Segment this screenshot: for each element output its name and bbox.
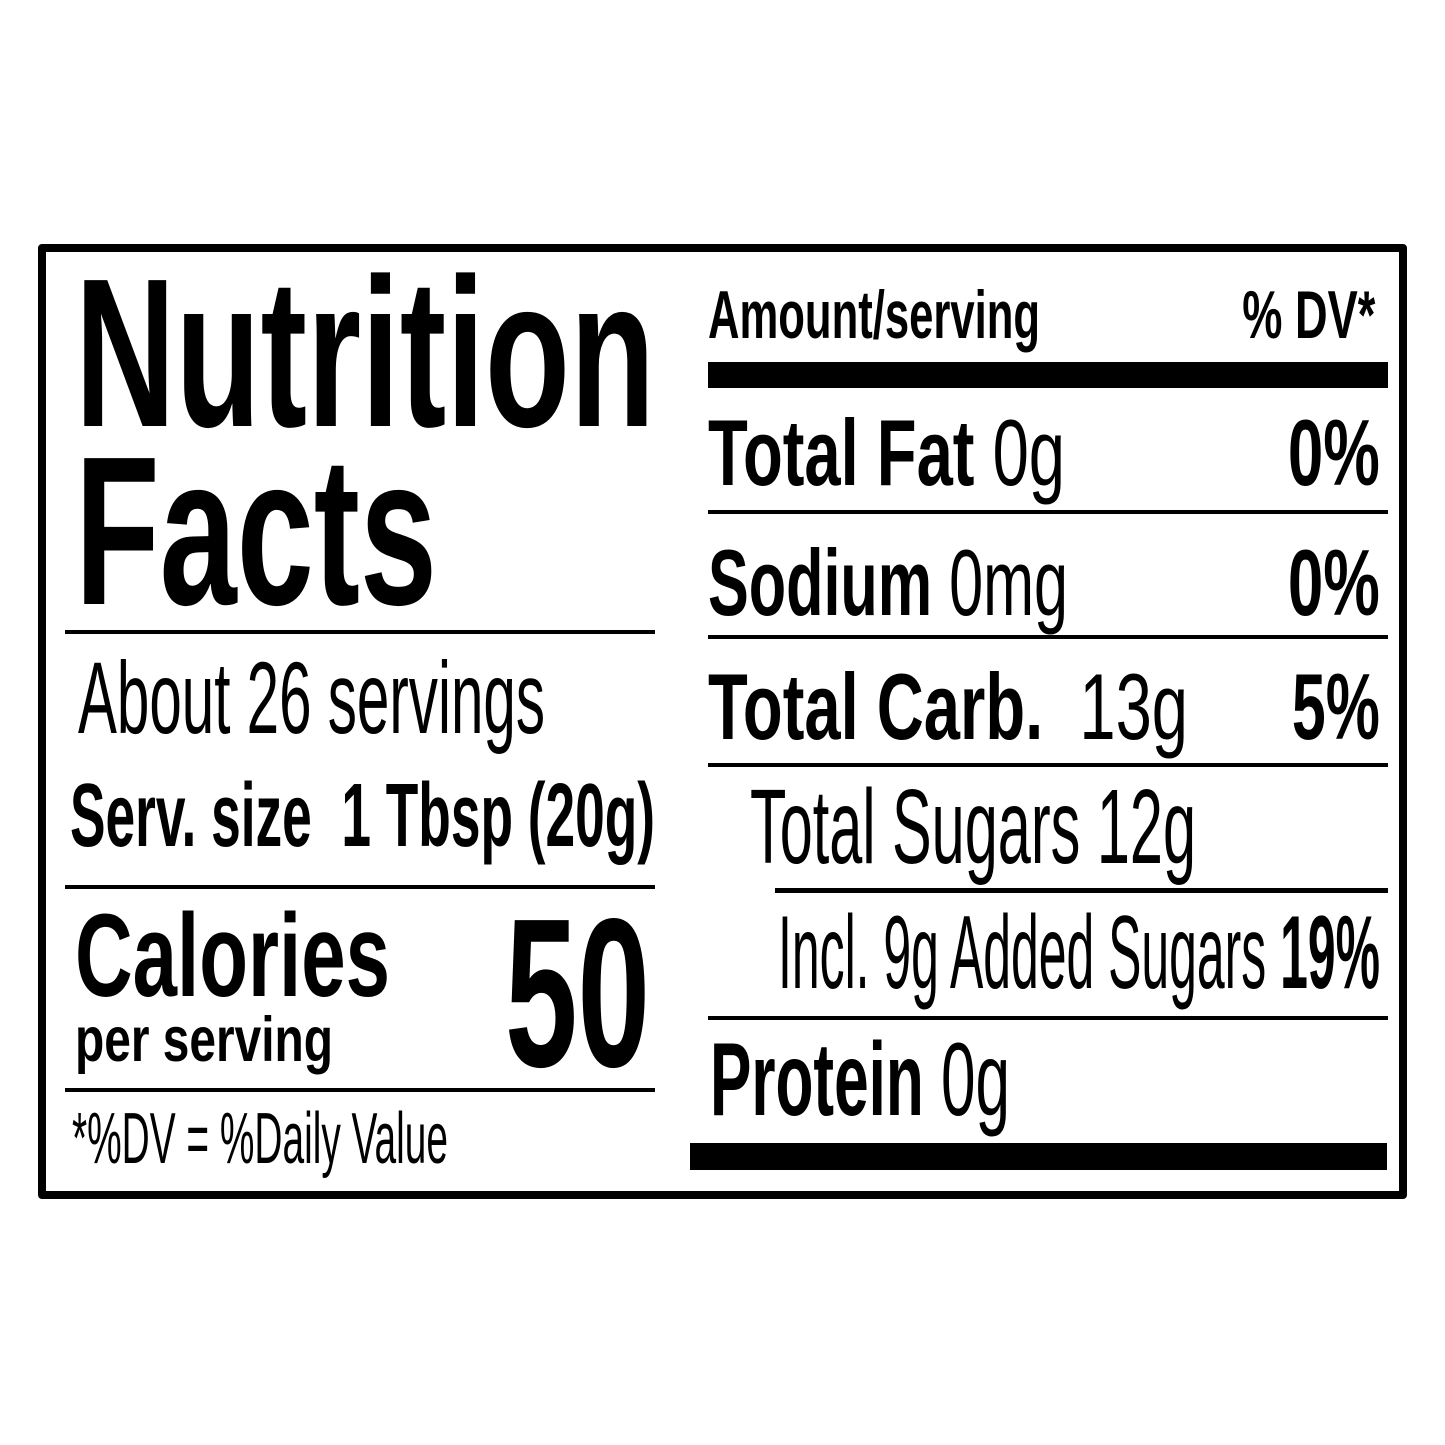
dv-value: 5% xyxy=(1292,653,1380,759)
nutrient-amount: 0g xyxy=(992,399,1065,505)
serving-size-label: Serv. size xyxy=(70,766,312,867)
divider xyxy=(65,885,655,889)
divider xyxy=(708,763,1388,767)
nutrient-total-carb: Total Carb. 13g xyxy=(708,659,1188,754)
divider xyxy=(775,888,1388,893)
dv-value: 0% xyxy=(1288,529,1380,635)
nutrient-amount: 13g xyxy=(1079,653,1188,759)
servings-per-container: About 26 servings xyxy=(78,640,545,755)
nutrient-name: Incl. 9g Added Sugars xyxy=(778,895,1267,1012)
nutrient-name: Total Fat xyxy=(708,399,975,505)
divider xyxy=(65,630,655,634)
footnote: *%DV = %Daily Value xyxy=(72,1098,448,1179)
calories-label: Calories xyxy=(75,889,390,1022)
dv-header: % DV* xyxy=(1242,277,1375,354)
calories-value: 50 xyxy=(505,874,650,1112)
nutrient-dv: 0% xyxy=(1288,405,1380,500)
nutrient-name: Protein xyxy=(710,1022,924,1139)
dv-value: 19% xyxy=(1280,895,1380,1012)
nutrient-dv: 5% xyxy=(1292,659,1380,754)
calories-sublabel: per serving xyxy=(75,1004,333,1075)
nutrient-total-fat: Total Fat 0g xyxy=(708,405,1065,500)
nutrition-label-border xyxy=(38,244,1407,1199)
dv-value: 0% xyxy=(1288,399,1380,505)
divider xyxy=(65,1088,655,1092)
divider xyxy=(708,510,1388,514)
nutrient-name: Total Carb. xyxy=(708,653,1044,759)
title-nutrition: Nutrition xyxy=(75,234,655,472)
serving-size-value: 1 Tbsp (20g) xyxy=(341,766,655,867)
nutrient-protein: Protein 0g xyxy=(710,1028,1010,1132)
nutrient-total-sugars: Total Sugars 12g xyxy=(750,774,1196,880)
divider xyxy=(708,635,1388,639)
thick-divider xyxy=(690,1143,1387,1170)
nutrient-amount: 0mg xyxy=(949,529,1068,635)
serving-size: Serv. size 1 Tbsp (20g) xyxy=(70,771,655,861)
amount-header: Amount/serving xyxy=(708,277,1040,354)
nutrient-dv: 0% xyxy=(1288,535,1380,630)
nutrient-added-sugars: Incl. 9g Added Sugars 19% xyxy=(778,901,1380,1005)
nutrient-amount: 0g xyxy=(940,1022,1010,1139)
nutrient-amount: 12g xyxy=(1096,768,1196,887)
thick-divider xyxy=(708,362,1388,388)
nutrient-name: Total Sugars xyxy=(750,768,1081,887)
nutrient-name: Sodium xyxy=(708,529,933,635)
nutrient-sodium: Sodium 0mg xyxy=(708,535,1068,630)
divider xyxy=(708,1016,1388,1020)
title-facts: Facts xyxy=(75,412,437,650)
